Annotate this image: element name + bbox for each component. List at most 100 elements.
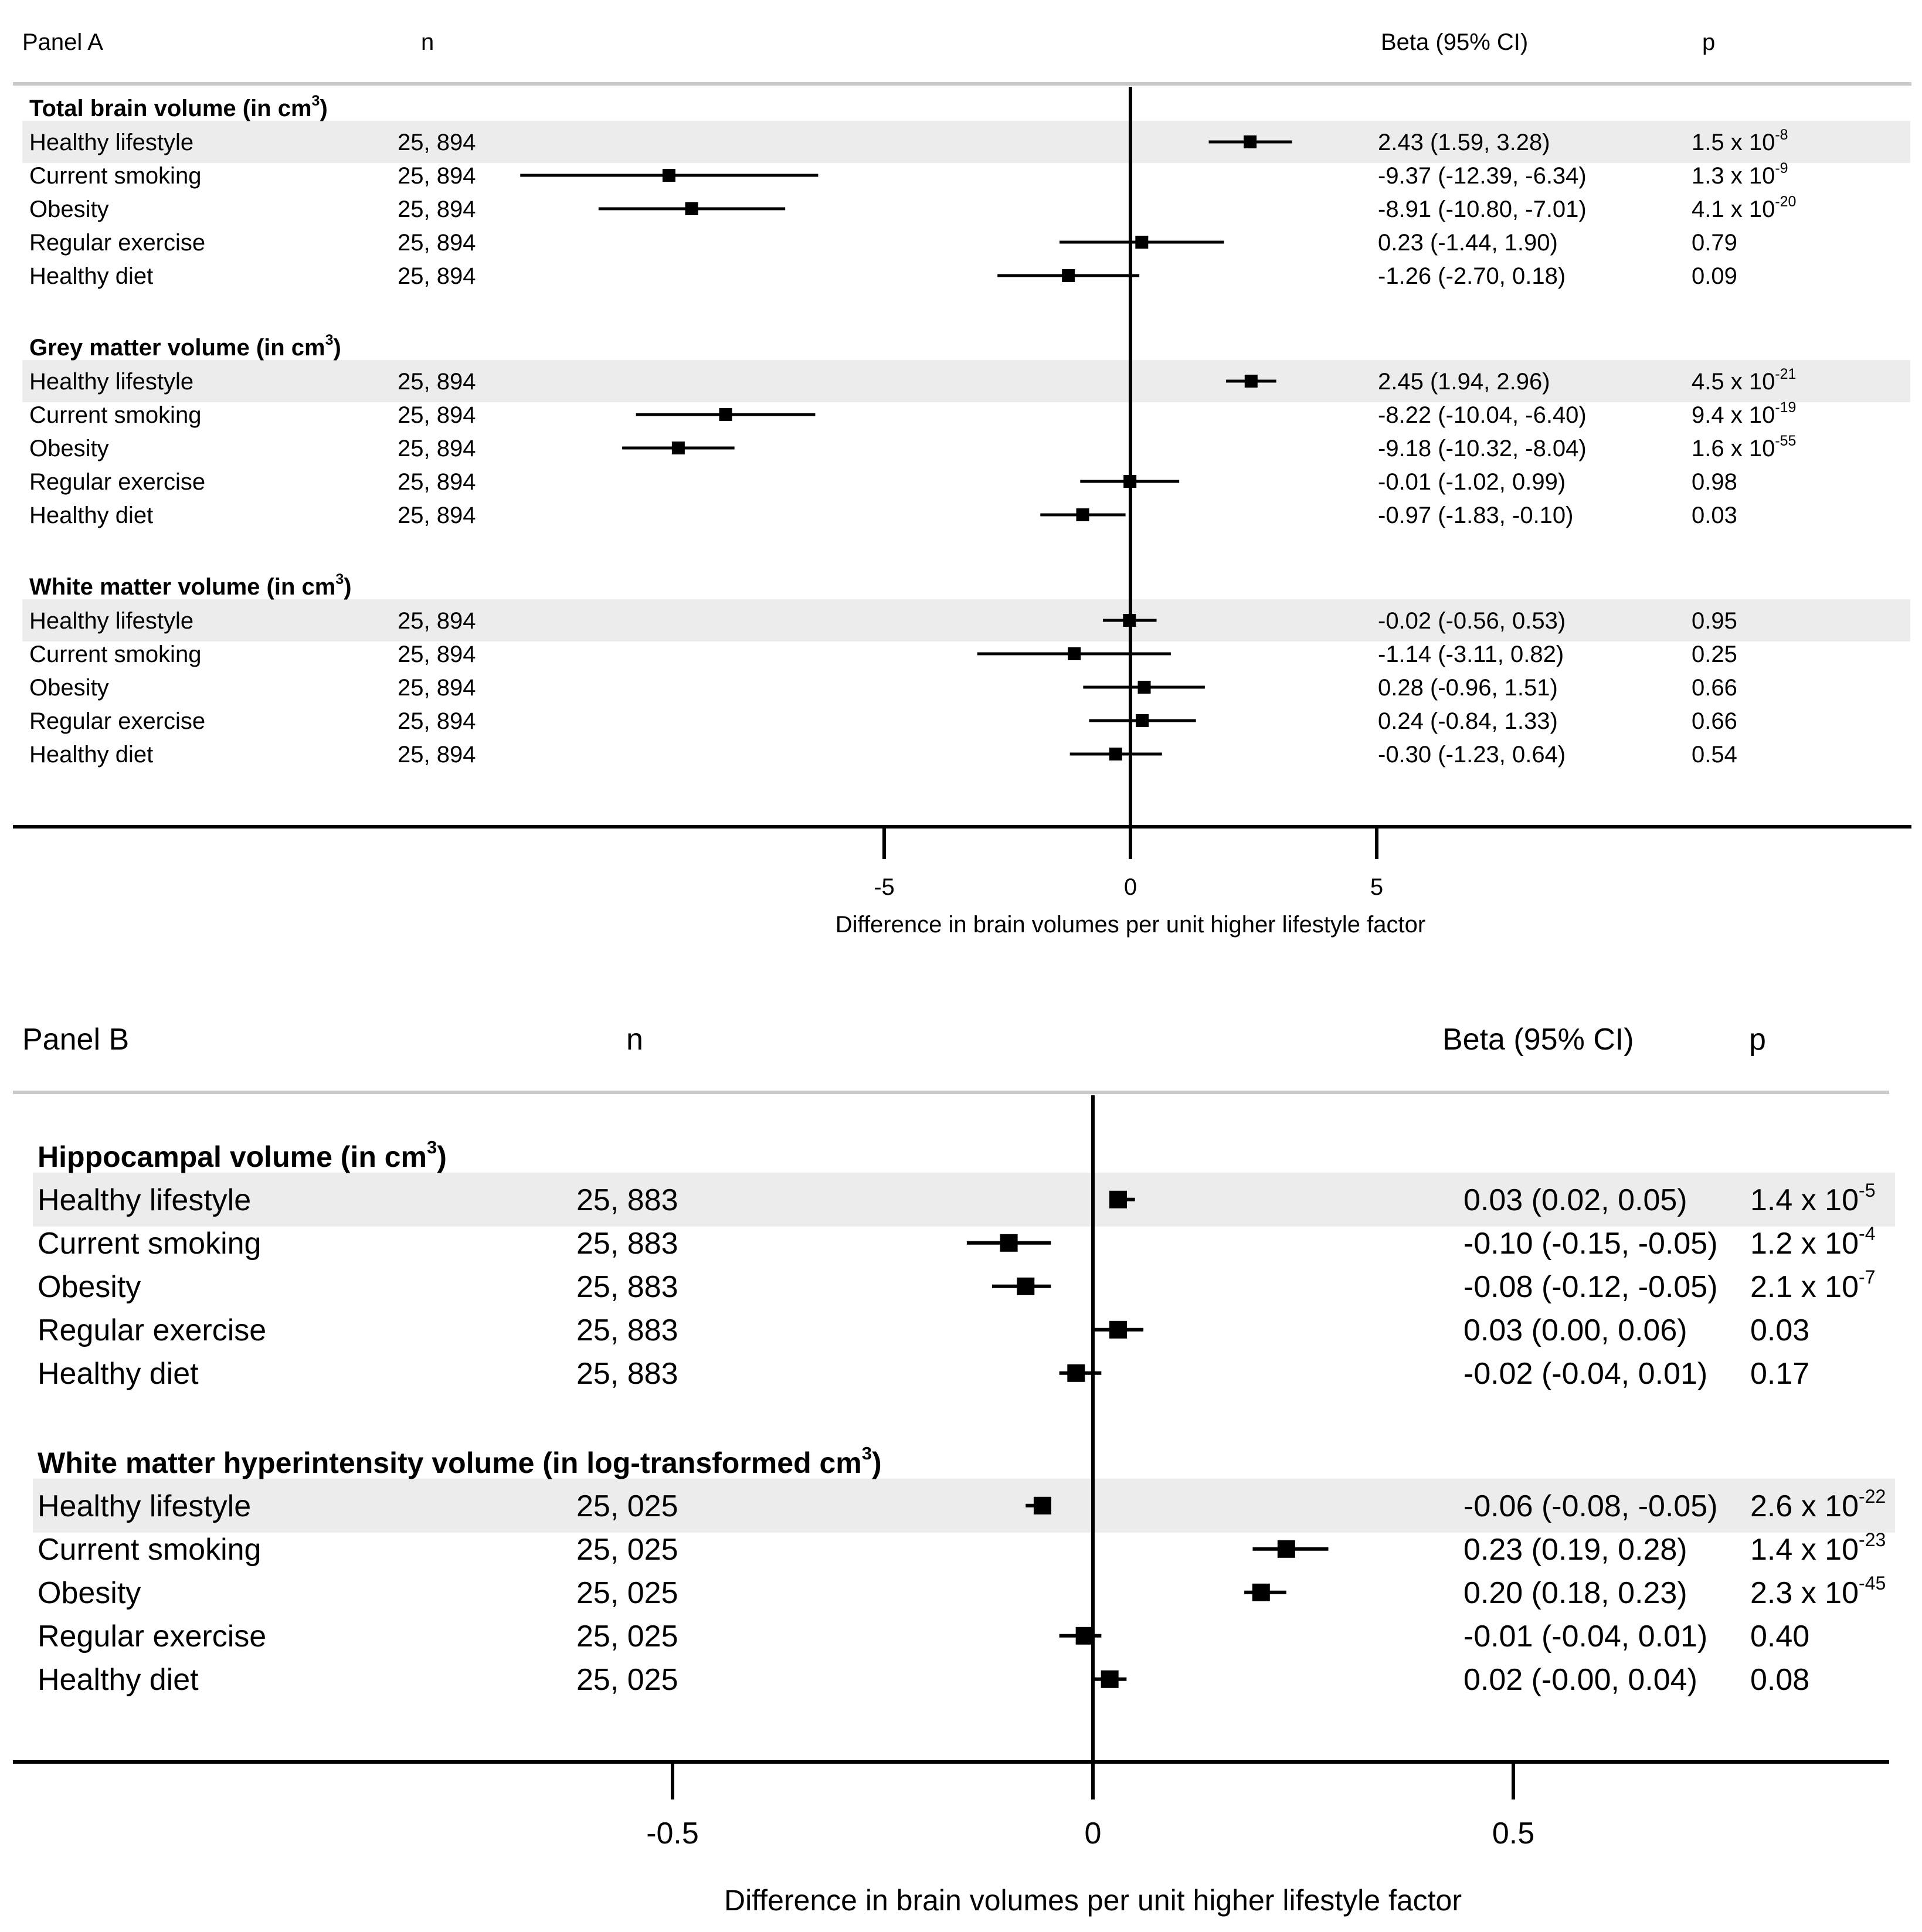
panel-b-estimate-point [1277,1540,1295,1558]
panel-a-estimate-point [1123,614,1136,627]
panel-b-group-title: Hippocampal volume (in cm3) [38,1137,447,1173]
panel-b-row-n: 25, 883 [576,1183,678,1217]
panel-a-row-p-value: 0.03 [1692,502,1737,528]
panel-a-row-n: 25, 894 [398,230,476,256]
panel-b-row-p-value: 0.03 [1750,1313,1809,1347]
panel-a-row-beta-ci: 0.24 (-0.84, 1.33) [1378,708,1558,734]
panel-a-row-beta-ci: -9.37 (-12.39, -6.34) [1378,163,1587,189]
panel-a-row-shade [22,360,1910,402]
panel-a-row-p-value: 0.79 [1692,230,1737,256]
panel-b-row-n: 25, 883 [576,1270,678,1304]
panel-a-row-n: 25, 894 [398,402,476,428]
panel-a-row-label: Obesity [29,196,109,222]
panel-a-row-n: 25, 894 [398,369,476,395]
panel-a-row-p-value: 1.5 x 10-8 [1692,127,1788,155]
panel-a-row-label: Healthy lifestyle [29,369,193,395]
panel-a-row-label: Obesity [29,675,109,701]
panel-a-estimate-point [719,408,732,421]
panel-b-row-label: Current smoking [38,1533,261,1567]
panel-b-x-axis-label: Difference in brain volumes per unit hig… [724,1884,1462,1917]
panel-b-row-n: 25, 025 [576,1619,678,1653]
panel-a-row-label: Healthy lifestyle [29,608,193,634]
panel-a-tick-label: 0 [1124,874,1137,900]
panel-a-row-label: Healthy diet [29,263,153,289]
panel-a-row-shade [22,599,1910,641]
panel-b-header-beta: Beta (95% CI) [1442,1023,1634,1057]
panel-a-header-beta: Beta (95% CI) [1381,29,1528,55]
panel-a-row-p-value: 0.25 [1692,641,1737,667]
panel-a-group-title: Grey matter volume (in cm3) [29,332,341,361]
panel-b-row-n: 25, 883 [576,1313,678,1347]
panel-b-estimate-point [1033,1496,1051,1515]
panel-b-title: Panel B [22,1023,129,1057]
panel-b-row-beta-ci: -0.01 (-0.04, 0.01) [1463,1619,1707,1653]
panel-a-group-title: White matter volume (in cm3) [29,571,352,600]
panel-a-row-p-value: 1.6 x 10-55 [1692,433,1796,461]
panel-a-row-beta-ci: 0.23 (-1.44, 1.90) [1378,230,1558,256]
panel-a-group-title: Total brain volume (in cm3) [29,93,328,121]
panel-b-row-beta-ci: -0.06 (-0.08, -0.05) [1463,1489,1718,1523]
panel-a-title: Panel A [22,29,103,55]
panel-b-row-beta-ci: 0.03 (0.02, 0.05) [1463,1183,1687,1217]
panel-a-estimate-point [1068,647,1081,660]
panel-b-row-beta-ci: 0.20 (0.18, 0.23) [1463,1576,1687,1610]
panel-b-row-n: 25, 883 [576,1357,678,1391]
panel-b-header-p: p [1749,1023,1766,1057]
panel-b-row-p-value: 2.3 x 10-45 [1750,1573,1886,1610]
panel-a-row-p-value: 0.54 [1692,742,1737,768]
panel-b-row-n: 25, 025 [576,1489,678,1523]
panel-b-estimate-point [1017,1277,1035,1295]
panel-a-row-p-value: 0.09 [1692,263,1737,289]
panel-a-row-beta-ci: -8.22 (-10.04, -6.40) [1378,402,1587,428]
panel-a-estimate-point [671,442,685,454]
panel-b-row-beta-ci: -0.10 (-0.15, -0.05) [1463,1227,1718,1261]
panel-b-row-beta-ci: -0.02 (-0.04, 0.01) [1463,1357,1707,1391]
panel-a-estimate-point [1136,714,1149,727]
panel-b-tick-label: 0.5 [1492,1816,1534,1850]
panel-a-row-n: 25, 894 [398,675,476,701]
panel-b-row-beta-ci: 0.03 (0.00, 0.06) [1463,1313,1687,1347]
panel-a-estimate-point [1123,475,1137,488]
panel-a-tick-label: -5 [874,874,895,900]
panel-b-row-label: Healthy diet [38,1357,199,1391]
panel-a-row-label: Obesity [29,436,109,461]
panel-a-row-beta-ci: -1.26 (-2.70, 0.18) [1378,263,1566,289]
panel-b-row-shade [33,1478,1895,1533]
panel-a-row-label: Healthy diet [29,502,153,528]
panel-a-row-beta-ci: -9.18 (-10.32, -8.04) [1378,436,1587,461]
panel-a-row-p-value: 0.66 [1692,708,1737,734]
panel-b-estimate-point [1075,1627,1094,1645]
panel-a-row-label: Current smoking [29,641,201,667]
panel-a-row-label: Regular exercise [29,708,205,734]
panel-b-estimate-point [1109,1320,1128,1339]
panel-a-row-label: Healthy diet [29,742,153,768]
panel-b-row-p-value: 2.6 x 10-22 [1750,1486,1886,1523]
panel-a-x-axis-label: Difference in brain volumes per unit hig… [836,912,1425,938]
panel-b-row-beta-ci: 0.23 (0.19, 0.28) [1463,1533,1687,1567]
panel-a-row-n: 25, 894 [398,502,476,528]
panel-b-row-n: 25, 025 [576,1533,678,1567]
panel-b-row-label: Healthy lifestyle [38,1183,251,1217]
panel-a-row-beta-ci: -8.91 (-10.80, -7.01) [1378,196,1587,222]
panel-b-row-p-value: 1.4 x 10-5 [1750,1180,1875,1217]
panel-b-row-p-value: 1.2 x 10-4 [1750,1223,1875,1261]
panel-a-header-n: n [421,29,434,55]
panel-a-row-p-value: 9.4 x 10-19 [1692,399,1796,428]
panel-a-row-label: Current smoking [29,163,201,189]
panel-a-row-beta-ci: 2.43 (1.59, 3.28) [1378,130,1550,155]
panel-b-row-n: 25, 025 [576,1576,678,1610]
panel-a-row-n: 25, 894 [398,196,476,222]
panel-b-row-p-value: 0.40 [1750,1619,1809,1653]
panel-a-row-p-value: 0.98 [1692,469,1737,495]
panel-a-header-p: p [1702,29,1715,55]
panel-b-row-label: Current smoking [38,1227,261,1261]
panel-a-row-n: 25, 894 [398,263,476,289]
panel-a-estimate-point [1109,748,1122,760]
panel-b-row-label: Regular exercise [38,1313,266,1347]
panel-a-row-label: Regular exercise [29,230,205,256]
panel-a-estimate-point [685,202,698,215]
panel-b-row-p-value: 0.08 [1750,1663,1809,1697]
panel-b-row-label: Healthy diet [38,1663,199,1697]
panel-a-row-beta-ci: 2.45 (1.94, 2.96) [1378,369,1550,395]
